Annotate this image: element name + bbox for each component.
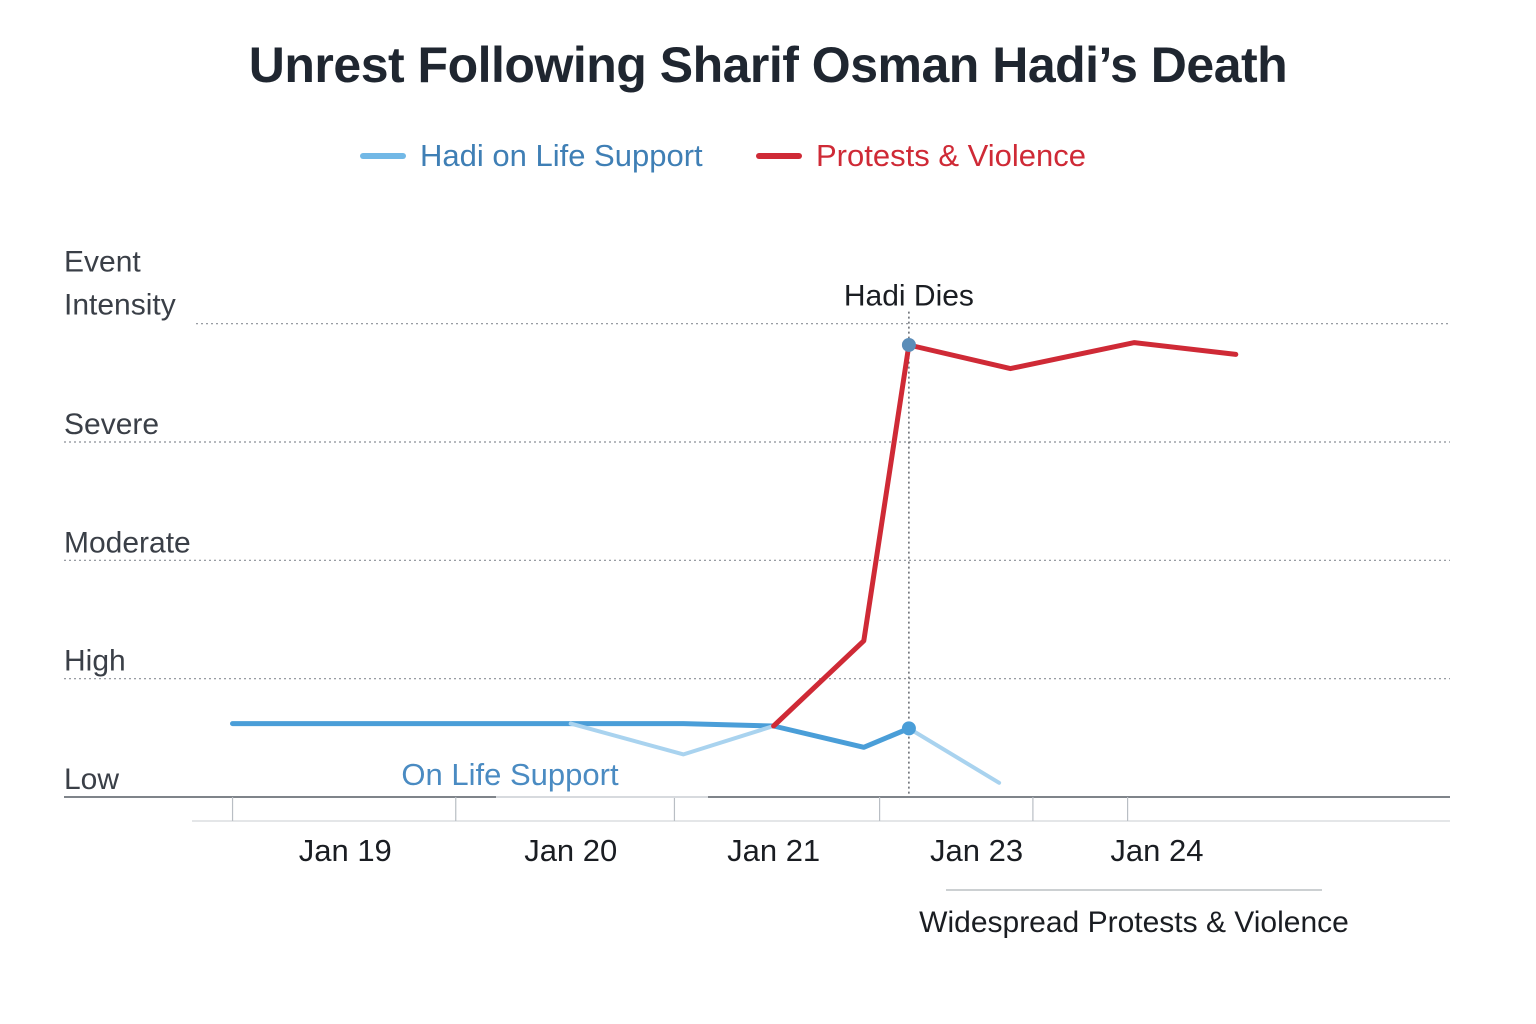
y-axis-title-line: Intensity [64,289,176,322]
x-tick-label: Jan 19 [299,833,392,868]
data-point-marker [901,337,916,352]
legend-swatch-protests [756,153,802,159]
x-tick-label: Jan 24 [1110,833,1203,868]
y-tick-label: Moderate [64,526,191,559]
series-line [230,721,912,750]
y-axis-title-line: Event [64,246,141,279]
legend-swatch-life-support [360,153,406,159]
legend-item-protests: Protests & Violence [756,138,1086,174]
chart-title: Unrest Following Sharif Osman Hadi’s Dea… [248,37,1288,93]
series-line [568,721,776,757]
y-tick-label: High [64,645,126,678]
inline-series-label: On Life Support [401,757,619,792]
y-tick-label: Low [64,763,119,796]
series-line [771,340,1239,729]
legend-label-life-support: Hadi on Life Support [420,138,703,173]
series-line [906,726,1002,785]
legend-label-protests: Protests & Violence [816,138,1086,173]
y-tick-label: Severe [64,408,159,441]
x-tick-label: Jan 21 [727,833,820,868]
legend-item-life-support: Hadi on Life Support [360,138,703,174]
data-point-marker [901,721,916,736]
event-label: Hadi Dies [844,280,974,313]
x-tick-label: Jan 20 [524,833,617,868]
period-label: Widespread Protests & Violence [919,906,1349,939]
x-tick-label: Jan 23 [930,833,1023,868]
